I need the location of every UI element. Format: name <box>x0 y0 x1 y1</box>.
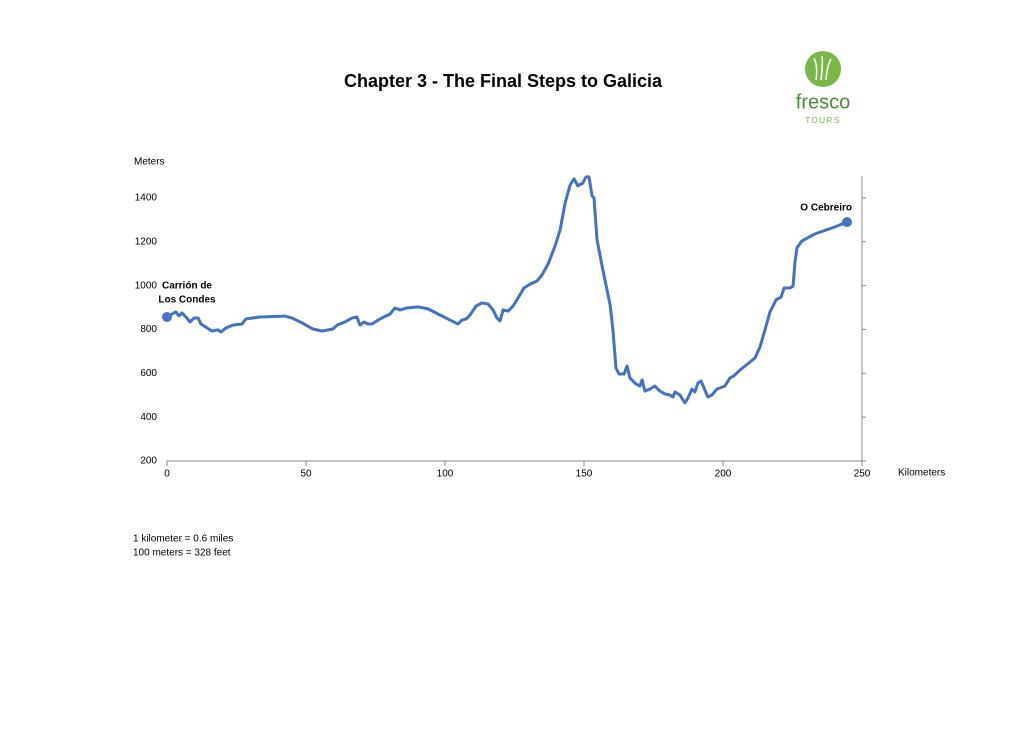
x-tick-label: 100 <box>437 469 454 480</box>
elevation-line <box>166 175 848 405</box>
x-tick-label: 0 <box>164 469 170 480</box>
y-tick-label: 800 <box>140 324 157 335</box>
x-tick-label: 250 <box>854 469 871 480</box>
chart-title: Chapter 3 - The Final Steps to Galicia <box>344 71 663 91</box>
y-tick-label: 200 <box>140 456 157 467</box>
note: 100 meters = 328 feet <box>133 548 231 559</box>
start-label: Los Condes <box>158 295 216 306</box>
end-label: O Cebreiro <box>800 203 852 214</box>
logo-subtitle: TOURS <box>805 116 840 125</box>
x-axis-label: Kilometers <box>898 468 945 479</box>
x-tick-label: 50 <box>300 469 312 480</box>
x-tick-label: 150 <box>576 469 593 480</box>
y-tick-label: 1400 <box>135 193 158 204</box>
x-tick-label: 200 <box>715 469 732 480</box>
y-tick-label: 1000 <box>135 280 158 291</box>
start-label: Carrión de <box>162 281 212 292</box>
logo-leaves <box>813 55 832 81</box>
logo-icon <box>805 51 841 87</box>
endpoint-marker <box>162 311 172 322</box>
y-tick-label: 1200 <box>135 236 158 247</box>
y-tick-label: 600 <box>140 368 157 379</box>
note: 1 kilometer = 0.6 miles <box>133 534 233 545</box>
y-axis-label: Meters <box>134 157 165 168</box>
y-tick-label: 400 <box>140 412 157 423</box>
logo-name: fresco <box>796 91 850 113</box>
endpoint-marker <box>841 217 852 228</box>
